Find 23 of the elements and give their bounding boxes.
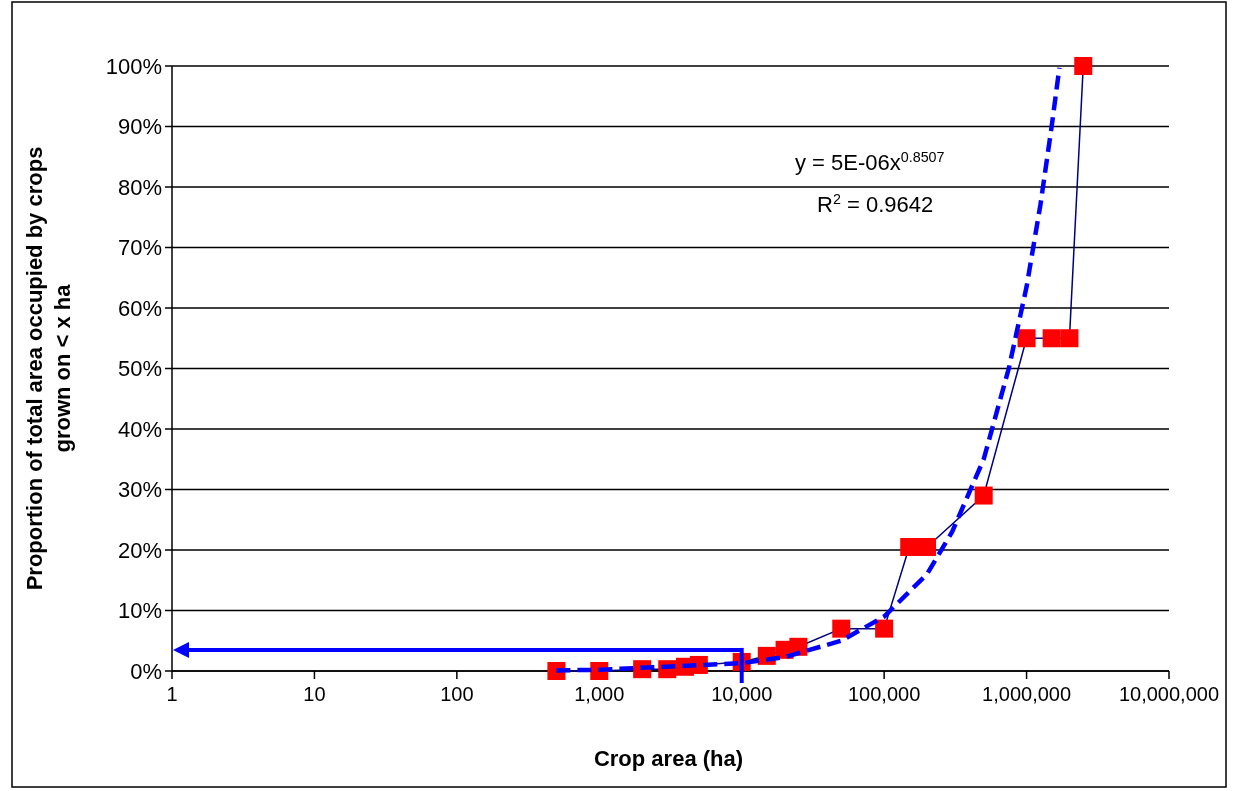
y-tick-label: 20% [117,537,162,563]
x-tick-label: 100 [440,683,474,705]
annotation: y = 5E-06x$^{0.8507}$ [795,149,945,175]
y-tick-label: 80% [117,174,162,200]
x-tick-label: 10,000 [711,683,773,705]
x-tick-label: 1,000 [574,683,625,705]
x-tick-label: 100,000 [847,683,921,705]
x-tick-label: 10,000,000 [1118,683,1220,705]
x-tick-label: 1 [166,683,178,705]
y-tick-label: 60% [117,295,162,321]
x-axis-title: Crop area (ha) [593,746,744,771]
x-tick-label: 1,000,000 [982,683,1072,705]
y-tick-label: 90% [117,114,162,140]
y-tick-label: 100% [105,53,162,79]
x-tick-label: 10 [303,683,326,705]
annotation: R$^{2}$ = 0.9642 [817,191,934,217]
y-tick-label: 50% [117,356,162,382]
y-axis-title: Proportion of total area occupied by crops grown on < x ha [22,146,75,591]
y-tick-label: 10% [117,598,162,624]
y-tick-label: 0% [130,658,162,684]
y-tick-label: 40% [117,416,162,442]
y-tick-label: 70% [117,235,162,261]
y-tick-label: 30% [117,477,162,503]
